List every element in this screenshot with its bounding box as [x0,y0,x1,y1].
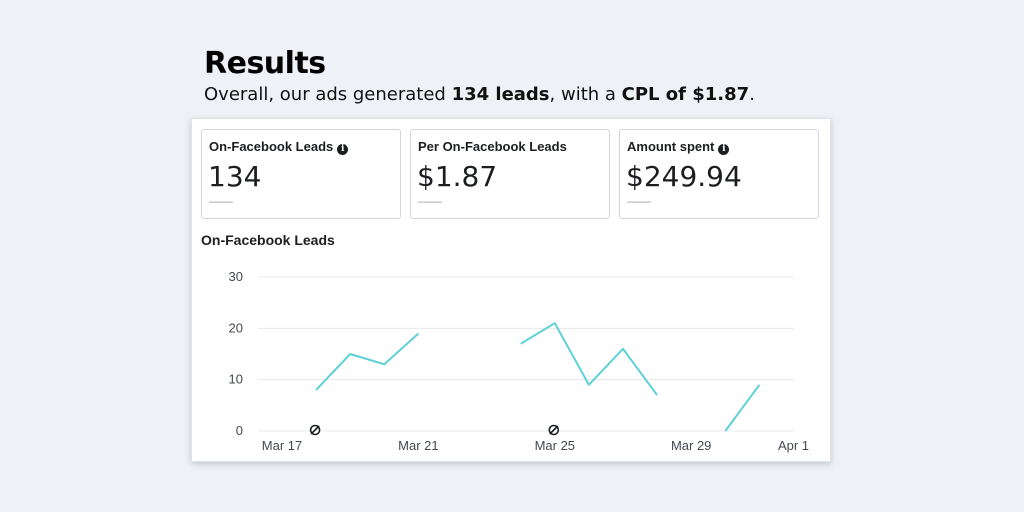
series-line-segment [520,322,658,396]
metric-comparison: —— [627,194,651,208]
metric-label-amount-spent: Amount spent i [627,139,730,155]
summary-leads: 134 leads [451,84,550,105]
metric-label-text: On-Facebook Leads [209,139,334,154]
metric-label-text: Per On-Facebook Leads [418,139,567,154]
results-summary: Overall, our ads generated 134 leads, wi… [204,84,755,105]
y-tick-label: 20 [229,320,243,335]
series-line-segment [315,332,420,391]
x-tick-label: Mar 25 [535,438,575,453]
leads-line-chart: 0 10 20 30 Mar 17 Mar 21 Mar 25 Mar 29 Apr 1 [229,269,810,453]
summary-intro: Overall, our ads generated [204,84,452,105]
y-tick-label: 30 [229,269,243,284]
metric-label-leads: On-Facebook Leads i [209,139,349,155]
chart-title: On-Facebook Leads [201,232,335,248]
metric-value-cost-per-lead: $1.87 [417,160,498,193]
metric-comparison: —— [209,194,233,208]
metric-label-cost-per-lead: Per On-Facebook Leads [418,139,567,154]
x-tick-label: Mar 17 [262,438,302,453]
metric-card-cost-per-lead[interactable]: Per On-Facebook Leads $1.87 —— [410,129,610,219]
metric-card-amount-spent[interactable]: Amount spent i $249.94 —— [619,129,819,219]
summary-end: . [749,84,755,105]
annotation-marker-icon[interactable] [548,424,560,436]
x-tick-label: Apr 1 [778,438,809,453]
page-title: Results [204,46,326,81]
metric-card-leads[interactable]: On-Facebook Leads i 134 —— [201,129,401,219]
y-tick-label: 0 [236,423,243,438]
x-tick-label: Mar 29 [671,438,711,453]
info-icon[interactable]: i [337,144,349,155]
metric-comparison: —— [418,194,442,208]
x-tick-label: Mar 21 [398,438,438,453]
metric-value-leads: 134 [208,160,262,193]
report-panel: On-Facebook Leads i 134 —— Per On-Faceboo… [191,118,831,462]
metric-value-amount-spent: $249.94 [626,160,742,193]
info-icon[interactable]: i [718,144,730,155]
metric-label-text: Amount spent [627,139,715,154]
series-line-segment [724,384,761,432]
summary-cpl: CPL of $1.87 [621,84,750,105]
annotation-marker-icon[interactable] [309,424,321,436]
summary-middle: , with a [549,84,622,105]
y-tick-label: 10 [229,372,243,387]
